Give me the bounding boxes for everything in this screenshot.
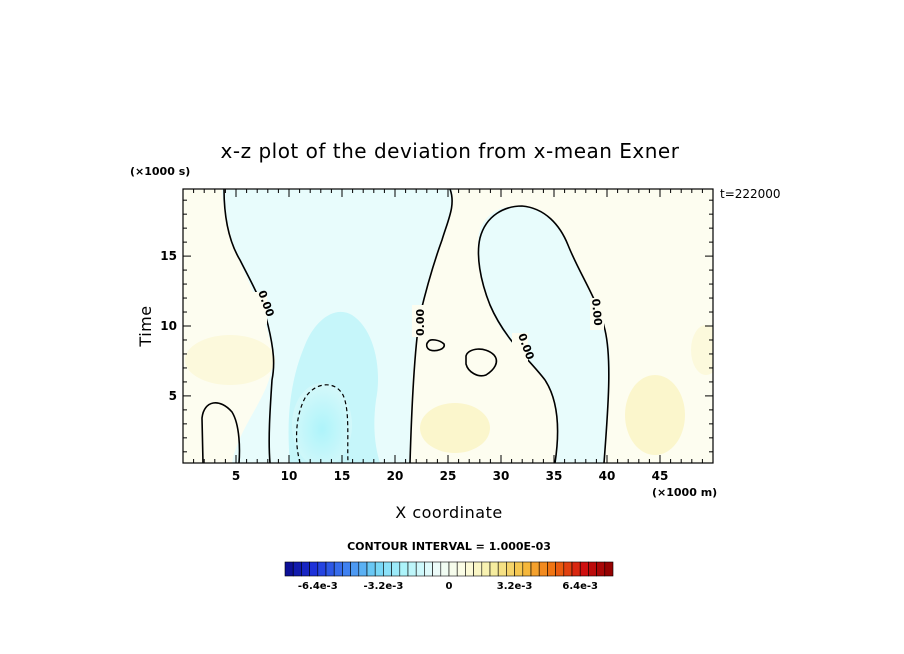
x-tick-label: 45 bbox=[652, 469, 669, 483]
contour-lines bbox=[201, 189, 610, 463]
colorbar-cell bbox=[555, 561, 565, 577]
contour-label-4: 0.00 bbox=[589, 298, 604, 327]
contour-negative-dashed bbox=[296, 384, 349, 463]
colorbar-cell bbox=[448, 561, 458, 577]
filled-regions bbox=[183, 189, 713, 463]
colorbar-cell bbox=[456, 561, 466, 577]
colorbar-cell bbox=[432, 561, 442, 577]
colorbar-cell bbox=[497, 561, 507, 577]
y-tick-label: 15 bbox=[160, 249, 177, 263]
negative-region-right bbox=[477, 205, 611, 463]
contour-zero-island-1 bbox=[425, 339, 446, 352]
colorbar-tick-label: 0 bbox=[446, 581, 453, 592]
contour-zero-2 bbox=[409, 189, 453, 463]
y-tick-label: 5 bbox=[169, 389, 177, 403]
colorbar-cell bbox=[301, 561, 310, 577]
colorbar-cell bbox=[530, 561, 540, 577]
x-tick-label: 25 bbox=[440, 469, 457, 483]
colorbar-cell bbox=[284, 561, 294, 577]
x-axis-label: X coordinate bbox=[395, 503, 502, 522]
colorbar-cell bbox=[596, 561, 606, 577]
colorbar-cell bbox=[571, 561, 581, 577]
colorbar-labels: -6.4e-3 -3.2e-3 0 3.2e-3 6.4e-3 bbox=[298, 581, 598, 592]
contour-zero-island-2 bbox=[465, 348, 498, 377]
x-axis-units: (×1000 m) bbox=[652, 486, 717, 499]
x-tick-label: 20 bbox=[387, 469, 404, 483]
axis-ticks bbox=[183, 189, 713, 463]
colorbar-cell bbox=[317, 561, 327, 577]
positive-blob-2 bbox=[420, 403, 490, 453]
colorbar-cell bbox=[465, 561, 474, 577]
colorbar-cell bbox=[588, 561, 597, 577]
colorbar-cell bbox=[292, 561, 302, 577]
colorbar-cell bbox=[481, 561, 491, 577]
contour-label-2: 0.00 bbox=[414, 309, 427, 336]
positive-blob-1 bbox=[185, 335, 275, 385]
colorbar-cell bbox=[399, 561, 409, 577]
colorbar-cell bbox=[374, 561, 384, 577]
colorbar-cell bbox=[547, 561, 556, 577]
x-tick-label: 5 bbox=[232, 469, 240, 483]
x-tick-label: 35 bbox=[546, 469, 563, 483]
contour-zero-1 bbox=[223, 189, 275, 463]
colorbar-cell bbox=[309, 561, 319, 577]
x-tick-label: 40 bbox=[599, 469, 616, 483]
colorbar-cell bbox=[579, 561, 589, 577]
colorbar-tick-label: 3.2e-3 bbox=[497, 581, 533, 592]
colorbar-cell bbox=[538, 561, 548, 577]
colorbar-cell bbox=[350, 561, 360, 577]
y-axis-label: Time bbox=[136, 305, 155, 347]
colorbar-cell bbox=[514, 561, 524, 577]
positive-blob-3 bbox=[625, 375, 685, 455]
colorbar-cell bbox=[563, 561, 573, 577]
colorbar-cell bbox=[473, 561, 483, 577]
colorbar-cell bbox=[325, 561, 335, 577]
colorbar-tick-label: -6.4e-3 bbox=[298, 581, 338, 592]
y-axis-units: (×1000 s) bbox=[130, 165, 190, 178]
x-tick-label: 15 bbox=[334, 469, 351, 483]
colorbar-cell bbox=[358, 561, 368, 577]
colorbar-cell bbox=[522, 561, 532, 577]
negative-region-min bbox=[292, 383, 352, 463]
colorbar-cell bbox=[366, 561, 376, 577]
contour-zero-3 bbox=[477, 205, 610, 463]
colorbar-cell bbox=[506, 561, 515, 577]
colorbar bbox=[284, 561, 614, 577]
colorbar-cell bbox=[415, 561, 425, 577]
positive-blob-4 bbox=[691, 325, 713, 375]
x-tick-label: 10 bbox=[281, 469, 298, 483]
colorbar-cell bbox=[440, 561, 450, 577]
axis-tick-labels: 5 10 15 20 25 30 35 40 45 5 10 15 bbox=[160, 249, 668, 483]
colorbar-cell bbox=[489, 561, 499, 577]
y-tick-label: 10 bbox=[160, 319, 177, 333]
colorbar-cell bbox=[604, 561, 614, 577]
time-stamp: t=222000 bbox=[720, 187, 781, 201]
colorbar-cell bbox=[391, 561, 401, 577]
colorbar-cell bbox=[424, 561, 433, 577]
colorbar-cell bbox=[333, 561, 343, 577]
chart-title: x-z plot of the deviation from x-mean Ex… bbox=[221, 139, 680, 163]
colorbar-tick-label: 6.4e-3 bbox=[562, 581, 598, 592]
colorbar-cell bbox=[342, 561, 351, 577]
colorbar-cell bbox=[407, 561, 417, 577]
colorbar-tick-label: -3.2e-3 bbox=[364, 581, 404, 592]
x-tick-label: 30 bbox=[493, 469, 510, 483]
contour-interval: CONTOUR INTERVAL = 1.000E-03 bbox=[347, 540, 551, 553]
contour-zero-4 bbox=[201, 402, 241, 463]
colorbar-cell bbox=[383, 561, 392, 577]
